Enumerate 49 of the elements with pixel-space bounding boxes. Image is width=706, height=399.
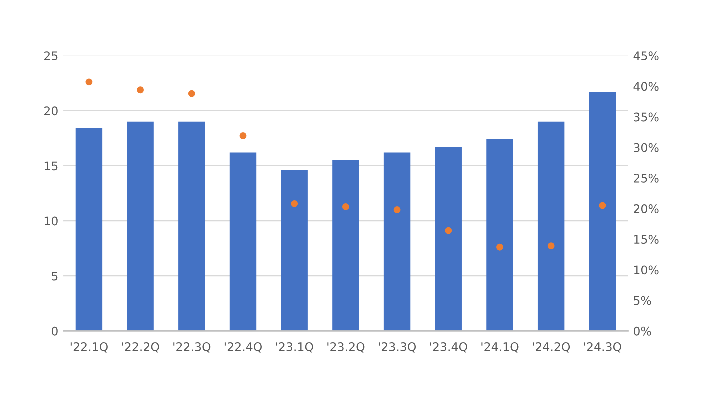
point bbox=[240, 132, 247, 140]
x-tick-label: '24.1Q bbox=[482, 342, 519, 353]
y2-tick-label: 5% bbox=[634, 296, 652, 306]
y2-tick-label: 10% bbox=[634, 266, 659, 275]
point bbox=[86, 78, 93, 86]
y2-tick-label: 15% bbox=[634, 235, 659, 244]
x-tick-label: '22.4Q bbox=[224, 342, 262, 353]
bar bbox=[76, 128, 103, 332]
y2-tick-label: 30% bbox=[634, 143, 659, 152]
x-tick-label: '23.3Q bbox=[379, 342, 416, 353]
bar bbox=[332, 160, 360, 332]
y2-tick-label: 40% bbox=[634, 82, 659, 92]
y-tick-label: 25 bbox=[44, 52, 58, 61]
bar bbox=[178, 122, 206, 332]
x-tick-label: '23.4Q bbox=[430, 342, 468, 353]
point bbox=[342, 204, 350, 210]
point bbox=[137, 86, 144, 94]
bar bbox=[589, 92, 616, 332]
x-tick-label: '22.1Q bbox=[70, 342, 108, 353]
y2-tick-label: 20% bbox=[634, 204, 659, 214]
x-tick-label: '23.2Q bbox=[328, 342, 365, 353]
bar bbox=[538, 122, 565, 332]
point bbox=[188, 90, 196, 98]
y-tick-label: 15 bbox=[44, 162, 58, 171]
x-tick-label: '22.3Q bbox=[174, 342, 211, 353]
x-tick-label: '24.3Q bbox=[584, 342, 622, 353]
y-tick-label: 10 bbox=[44, 216, 58, 226]
point bbox=[496, 244, 504, 251]
point bbox=[548, 242, 555, 250]
y-tick-label: 20 bbox=[44, 106, 58, 116]
y2-tick-label: 0% bbox=[634, 326, 652, 336]
y-tick-label: 0 bbox=[52, 326, 58, 336]
point bbox=[394, 206, 401, 214]
bar bbox=[230, 152, 257, 332]
point bbox=[599, 202, 606, 210]
point bbox=[445, 227, 452, 234]
bar bbox=[486, 140, 514, 332]
y2-tick-label: 45% bbox=[634, 52, 659, 61]
y2-tick-label: 35% bbox=[634, 112, 659, 122]
x-tick-label: '22.2Q bbox=[122, 342, 160, 353]
x-tick-label: '23.1Q bbox=[276, 342, 314, 353]
y2-tick-label: 25% bbox=[634, 174, 659, 183]
bar bbox=[281, 170, 308, 332]
bar bbox=[384, 152, 411, 332]
y-tick-label: 5 bbox=[52, 272, 58, 281]
bar bbox=[435, 147, 462, 332]
point bbox=[291, 200, 298, 208]
bar bbox=[127, 122, 154, 332]
x-tick-label: '24.2Q bbox=[533, 342, 570, 353]
